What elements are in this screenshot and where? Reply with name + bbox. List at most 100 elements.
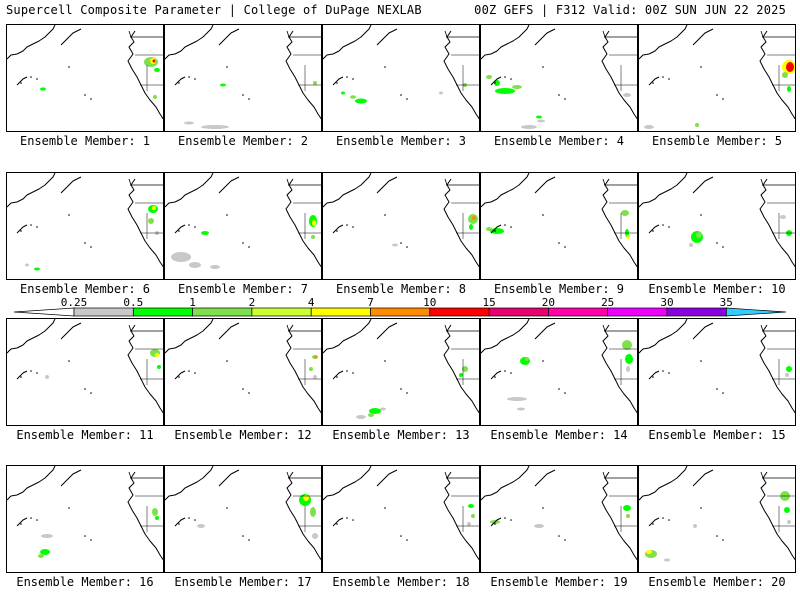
coastline	[376, 28, 398, 46]
ensemble-member-map	[638, 24, 796, 132]
coastline	[639, 319, 688, 354]
island	[194, 372, 196, 374]
ensemble-member-map	[164, 172, 322, 280]
island	[36, 372, 38, 374]
scp-shading	[626, 366, 630, 372]
island	[716, 242, 718, 244]
island	[722, 246, 724, 248]
island	[564, 539, 566, 541]
scp-shading	[201, 125, 229, 129]
coastline	[285, 324, 321, 414]
island	[352, 78, 354, 80]
island	[226, 214, 228, 216]
island	[188, 370, 190, 372]
country-border	[286, 178, 290, 186]
scp-shading	[25, 263, 29, 267]
scp-shading	[462, 366, 468, 372]
ensemble-member-map	[322, 24, 480, 132]
colorbar-segment	[607, 307, 668, 317]
coastline	[534, 322, 556, 340]
scp-shading	[355, 98, 367, 104]
coastline	[165, 25, 214, 60]
island	[722, 98, 724, 100]
coastline	[692, 322, 714, 340]
coastline	[601, 471, 637, 561]
island	[36, 78, 38, 80]
basemap	[639, 466, 795, 562]
colorbar-tick-label: 35	[720, 296, 733, 309]
island	[504, 224, 506, 226]
scp-shading	[184, 121, 194, 125]
island	[558, 535, 560, 537]
coastline	[60, 322, 82, 340]
island	[564, 392, 566, 394]
ensemble-member-label: Ensemble Member: 15	[648, 428, 786, 442]
scp-shading	[626, 514, 630, 518]
island	[346, 76, 348, 78]
coastline	[127, 178, 163, 268]
scp-shading	[471, 514, 475, 518]
ensemble-member-map	[6, 318, 164, 426]
scp-shading	[154, 68, 160, 72]
island	[178, 523, 180, 525]
ensemble-member-label: Ensemble Member: 9	[493, 282, 625, 296]
coastline	[127, 324, 163, 414]
coastline	[332, 370, 344, 380]
island	[178, 230, 180, 232]
ensemble-member-label: Ensemble Member: 5	[651, 134, 783, 148]
island	[558, 242, 560, 244]
coastline	[7, 173, 56, 208]
island	[30, 76, 32, 78]
scp-shading	[621, 210, 629, 216]
colorbar-segment	[488, 307, 549, 317]
island	[90, 392, 92, 394]
coastline	[443, 471, 479, 561]
island	[84, 242, 86, 244]
island	[178, 376, 180, 378]
scp-shading	[312, 220, 316, 226]
island	[652, 376, 654, 378]
scp-shading	[469, 224, 473, 230]
basemap	[165, 25, 321, 129]
island	[194, 519, 196, 521]
island	[90, 539, 92, 541]
island	[700, 360, 702, 362]
coastline	[174, 224, 186, 234]
island	[242, 388, 244, 390]
scp-shading	[472, 216, 476, 220]
colorbar-tick-label: 2	[249, 296, 256, 309]
island	[248, 246, 250, 248]
island	[504, 370, 506, 372]
scp-shading	[368, 413, 374, 417]
scp-shading	[512, 85, 522, 89]
scp-shading	[341, 91, 345, 95]
color-scale-legend: 0.25 0.5 1 2 4 7 10 15 20 25 30 35	[13, 296, 787, 317]
coastline	[285, 471, 321, 561]
colorbar-segment	[666, 307, 727, 317]
scp-shading	[310, 507, 316, 517]
country-border	[602, 471, 606, 479]
basemap	[7, 173, 163, 271]
ensemble-member-map	[322, 465, 480, 573]
island	[668, 78, 670, 80]
coastline	[443, 178, 479, 268]
coastline	[481, 25, 530, 60]
island	[406, 98, 408, 100]
scp-shading	[380, 407, 386, 411]
ensemble-member-map	[164, 24, 322, 132]
ensemble-member-label: Ensemble Member: 4	[493, 134, 625, 148]
island	[384, 214, 386, 216]
island	[662, 224, 664, 226]
colorbar-segment	[73, 307, 134, 317]
island	[194, 226, 196, 228]
ensemble-member-map	[164, 465, 322, 573]
coastline	[490, 517, 502, 527]
scp-shading	[537, 119, 545, 123]
basemap	[639, 173, 795, 268]
coastline	[648, 76, 660, 86]
scp-shading	[467, 522, 471, 526]
island	[542, 507, 544, 509]
coastline	[490, 76, 502, 86]
country-border	[760, 324, 764, 332]
colorbar-tick-label: 20	[542, 296, 555, 309]
